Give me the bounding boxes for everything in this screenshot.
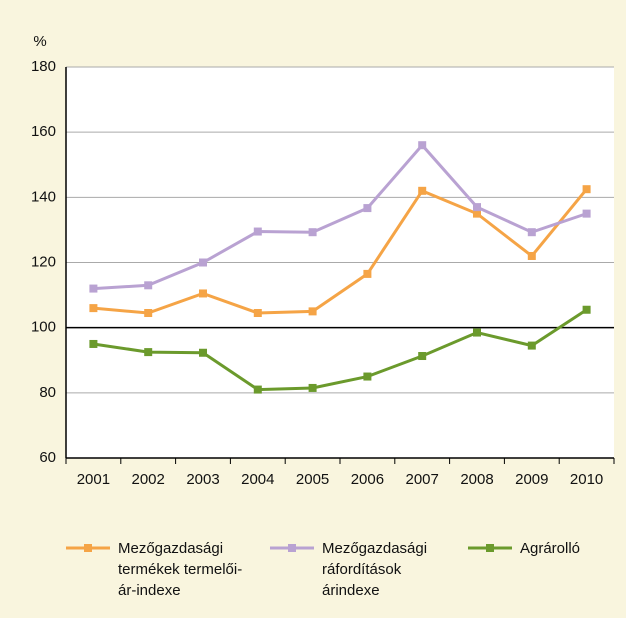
legend-swatch bbox=[66, 544, 110, 552]
marker bbox=[363, 269, 372, 278]
legend-marker bbox=[288, 544, 296, 552]
y-axis-label: % bbox=[33, 33, 46, 50]
y-tick-label: 80 bbox=[39, 384, 56, 401]
marker bbox=[418, 352, 427, 361]
marker bbox=[144, 309, 153, 318]
marker bbox=[89, 339, 98, 348]
line bbox=[93, 142, 588, 291]
line bbox=[93, 308, 588, 392]
legend-label: Mezőgazdasági termékek termelői-ár-index… bbox=[118, 540, 243, 599]
y-tick-label: 100 bbox=[31, 319, 56, 336]
marker bbox=[253, 227, 262, 236]
marker bbox=[89, 284, 98, 293]
marker bbox=[582, 305, 591, 314]
marker bbox=[363, 372, 372, 381]
marker bbox=[199, 289, 207, 298]
legend-label: Mezőgazdasági ráfordítások árindexe bbox=[322, 540, 428, 599]
legend-swatch bbox=[468, 544, 512, 552]
marker bbox=[308, 383, 317, 392]
x-tick-label: 2002 bbox=[132, 471, 165, 488]
marker bbox=[582, 209, 591, 218]
x-tick-label: 2005 bbox=[296, 471, 329, 488]
x-tick-label: 2007 bbox=[406, 471, 439, 488]
x-tick-label: 2008 bbox=[460, 471, 493, 488]
marker bbox=[473, 203, 481, 212]
marker bbox=[418, 186, 427, 195]
legend-label: Agrárolló bbox=[520, 540, 581, 557]
marker bbox=[527, 228, 536, 237]
marker bbox=[253, 309, 262, 318]
marker bbox=[89, 304, 98, 313]
marker bbox=[308, 228, 317, 237]
marker bbox=[144, 281, 153, 290]
marker bbox=[473, 328, 481, 337]
line bbox=[93, 188, 588, 315]
legend-swatch bbox=[270, 544, 314, 552]
marker bbox=[527, 341, 536, 350]
x-tick-label: 2010 bbox=[570, 471, 603, 488]
marker bbox=[199, 348, 207, 357]
y-tick-label: 140 bbox=[31, 188, 56, 205]
x-tick-label: 2009 bbox=[515, 471, 548, 488]
x-tick-label: 2001 bbox=[77, 471, 110, 488]
marker bbox=[527, 251, 536, 260]
y-tick-label: 60 bbox=[39, 449, 56, 466]
x-tick-label: 2006 bbox=[351, 471, 384, 488]
x-tick-label: 2003 bbox=[186, 471, 219, 488]
marker bbox=[144, 348, 153, 357]
y-tick-label: 160 bbox=[31, 123, 56, 140]
marker bbox=[418, 141, 427, 150]
y-tick-label: 180 bbox=[31, 58, 56, 75]
marker bbox=[308, 307, 317, 316]
legend-marker bbox=[84, 544, 92, 552]
marker bbox=[363, 204, 372, 213]
legend-marker bbox=[486, 544, 494, 552]
y-tick-label: 120 bbox=[31, 253, 56, 270]
marker bbox=[199, 258, 207, 267]
x-tick-label: 2004 bbox=[241, 471, 274, 488]
marker bbox=[473, 209, 481, 218]
marker bbox=[253, 385, 262, 394]
chart: % 60 80 100 120 140 160 180 2001 2002 2003 2004 200… bbox=[31, 33, 615, 488]
marker bbox=[582, 185, 591, 194]
